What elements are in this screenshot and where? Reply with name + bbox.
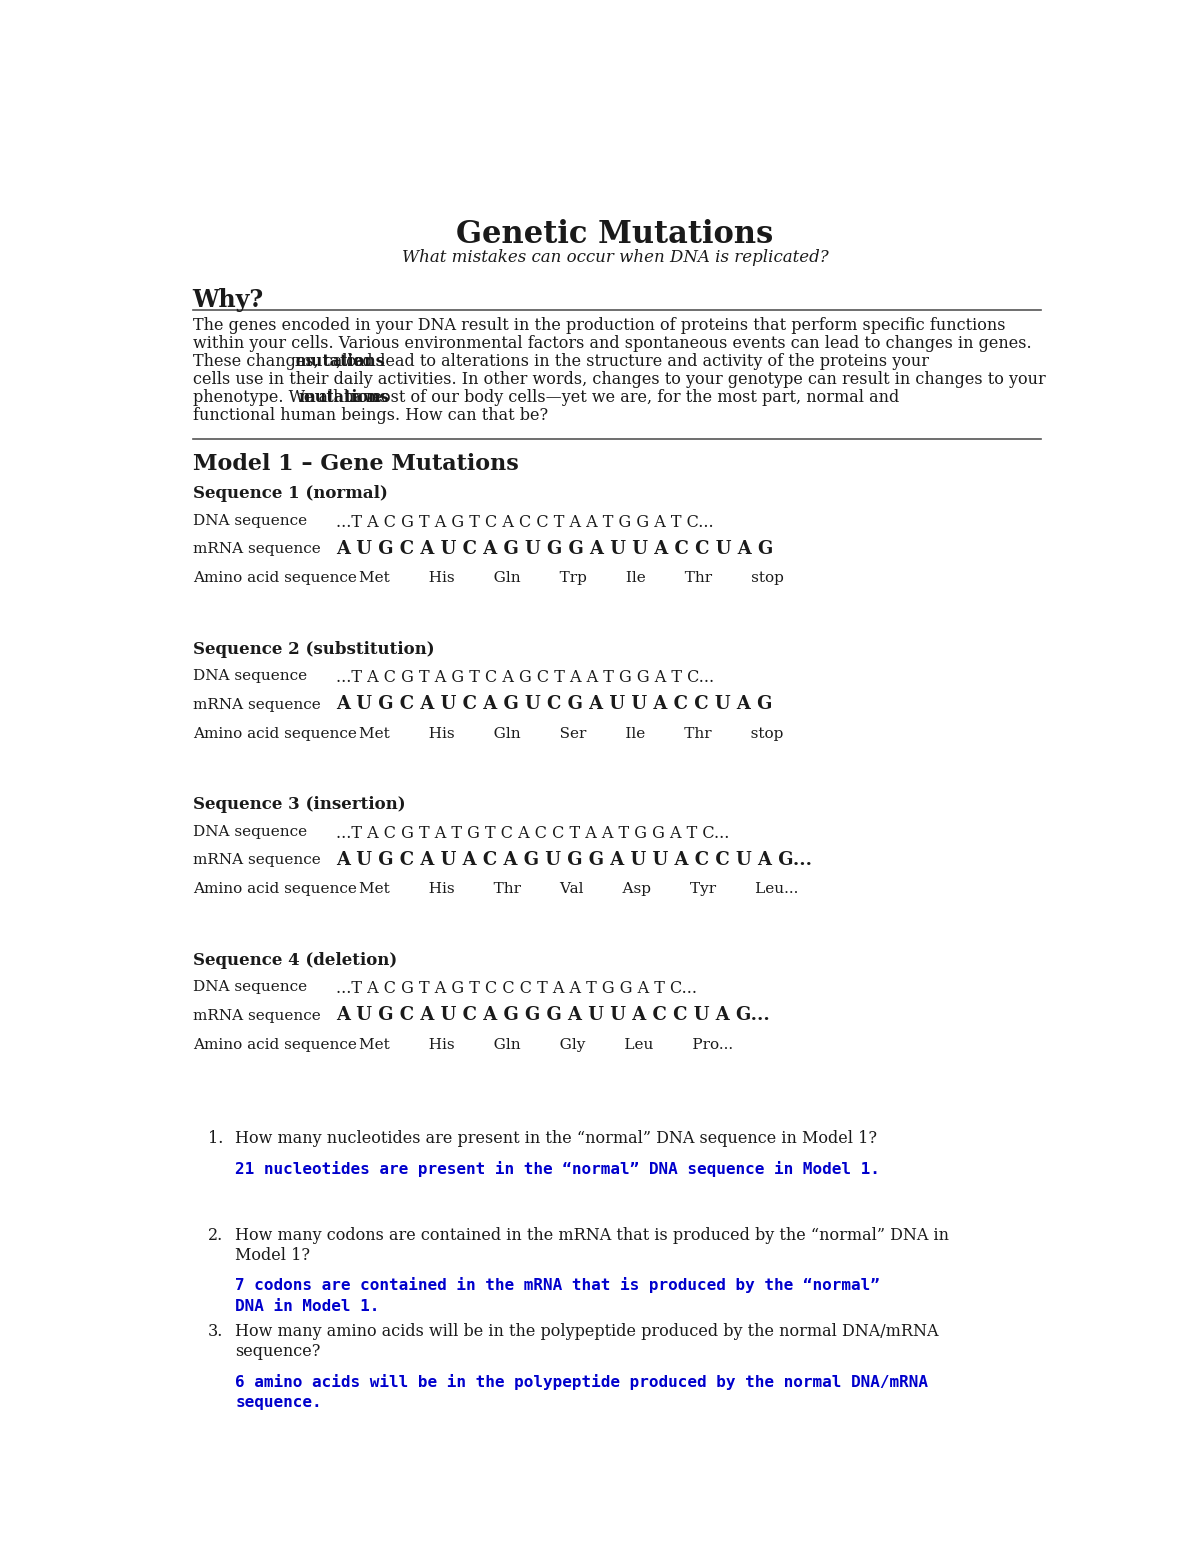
Text: mutations: mutations [299, 388, 390, 405]
Text: mRNA sequence: mRNA sequence [193, 697, 320, 711]
Text: mRNA sequence: mRNA sequence [193, 853, 320, 867]
Text: Met        His        Gln        Gly        Leu        Pro...: Met His Gln Gly Leu Pro... [359, 1037, 733, 1051]
Text: Sequence 3 (insertion): Sequence 3 (insertion) [193, 797, 406, 814]
Text: A U G C A U A C A G U G G A U U A C C U A G...: A U G C A U A C A G U G G A U U A C C U … [336, 851, 812, 868]
Text: How many amino acids will be in the polypeptide produced by the normal DNA/mRNA: How many amino acids will be in the poly… [235, 1323, 938, 1340]
Text: DNA sequence: DNA sequence [193, 669, 307, 683]
Text: Met        His        Gln        Ser        Ile        Thr        stop: Met His Gln Ser Ile Thr stop [359, 727, 784, 741]
Text: A U G C A U C A G U G G A U U A C C U A G: A U G C A U C A G U G G A U U A C C U A … [336, 540, 773, 558]
Text: Amino acid sequence: Amino acid sequence [193, 572, 356, 585]
Text: DNA sequence: DNA sequence [193, 980, 307, 994]
Text: sequence?: sequence? [235, 1343, 320, 1360]
Text: Amino acid sequence: Amino acid sequence [193, 882, 356, 896]
Text: , can lead to alterations in the structure and activity of the proteins your: , can lead to alterations in the structu… [336, 353, 929, 370]
Text: Sequence 1 (normal): Sequence 1 (normal) [193, 485, 388, 502]
Text: ...T A C G T A T G T C A C C T A A T G G A T C...: ...T A C G T A T G T C A C C T A A T G G… [336, 825, 730, 842]
Text: cells use in their daily activities. In other words, changes to your genotype ca: cells use in their daily activities. In … [193, 371, 1045, 388]
Text: How many nucleotides are present in the “normal” DNA sequence in Model 1?: How many nucleotides are present in the … [235, 1131, 877, 1148]
Text: A U G C A U C A G G G A U U A C C U A G...: A U G C A U C A G G G A U U A C C U A G.… [336, 1006, 769, 1025]
Text: in most of our body cells—yet we are, for the most part, normal and: in most of our body cells—yet we are, fo… [340, 388, 900, 405]
Text: ...T A C G T A G T C A C C T A A T G G A T C...: ...T A C G T A G T C A C C T A A T G G A… [336, 514, 714, 531]
Text: DNA sequence: DNA sequence [193, 825, 307, 839]
Text: 2.: 2. [208, 1227, 223, 1244]
Text: Genetic Mutations: Genetic Mutations [456, 219, 774, 250]
Text: functional human beings. How can that be?: functional human beings. How can that be… [193, 407, 547, 424]
Text: Model 1 – Gene Mutations: Model 1 – Gene Mutations [193, 453, 518, 475]
Text: sequence.: sequence. [235, 1395, 322, 1410]
Text: DNA sequence: DNA sequence [193, 514, 307, 528]
Text: Sequence 2 (substitution): Sequence 2 (substitution) [193, 641, 434, 657]
Text: 6 amino acids will be in the polypeptide produced by the normal DNA/mRNA: 6 amino acids will be in the polypeptide… [235, 1374, 929, 1390]
Text: Amino acid sequence: Amino acid sequence [193, 727, 356, 741]
Text: 3.: 3. [208, 1323, 223, 1340]
Text: 21 nucleotides are present in the “normal” DNA sequence in Model 1.: 21 nucleotides are present in the “norma… [235, 1160, 880, 1177]
Text: mRNA sequence: mRNA sequence [193, 542, 320, 556]
Text: These changes, called: These changes, called [193, 353, 377, 370]
Text: Met        His        Thr        Val        Asp        Tyr        Leu...: Met His Thr Val Asp Tyr Leu... [359, 882, 799, 896]
Text: What mistakes can occur when DNA is replicated?: What mistakes can occur when DNA is repl… [402, 250, 828, 267]
Text: within your cells. Various environmental factors and spontaneous events can lead: within your cells. Various environmental… [193, 335, 1031, 353]
Text: Met        His        Gln        Trp        Ile        Thr        stop: Met His Gln Trp Ile Thr stop [359, 572, 784, 585]
Text: mRNA sequence: mRNA sequence [193, 1009, 320, 1023]
Text: DNA in Model 1.: DNA in Model 1. [235, 1298, 379, 1314]
Text: Sequence 4 (deletion): Sequence 4 (deletion) [193, 952, 397, 969]
Text: Model 1?: Model 1? [235, 1247, 311, 1264]
Text: How many codons are contained in the mRNA that is produced by the “normal” DNA i: How many codons are contained in the mRN… [235, 1227, 949, 1244]
Text: ...T A C G T A G T C A G C T A A T G G A T C...: ...T A C G T A G T C A G C T A A T G G A… [336, 669, 714, 686]
Text: ...T A C G T A G T C C C T A A T G G A T C...: ...T A C G T A G T C C C T A A T G G A T… [336, 980, 697, 997]
Text: phenotype. We all have: phenotype. We all have [193, 388, 386, 405]
Text: A U G C A U C A G U C G A U U A C C U A G: A U G C A U C A G U C G A U U A C C U A … [336, 696, 773, 713]
Text: The genes encoded in your DNA result in the production of proteins that perform : The genes encoded in your DNA result in … [193, 317, 1006, 334]
Text: Amino acid sequence: Amino acid sequence [193, 1037, 356, 1051]
Text: Why?: Why? [193, 287, 264, 312]
Text: 1.: 1. [208, 1131, 223, 1148]
Text: 7 codons are contained in the mRNA that is produced by the “normal”: 7 codons are contained in the mRNA that … [235, 1278, 880, 1294]
Text: mutations: mutations [294, 353, 385, 370]
